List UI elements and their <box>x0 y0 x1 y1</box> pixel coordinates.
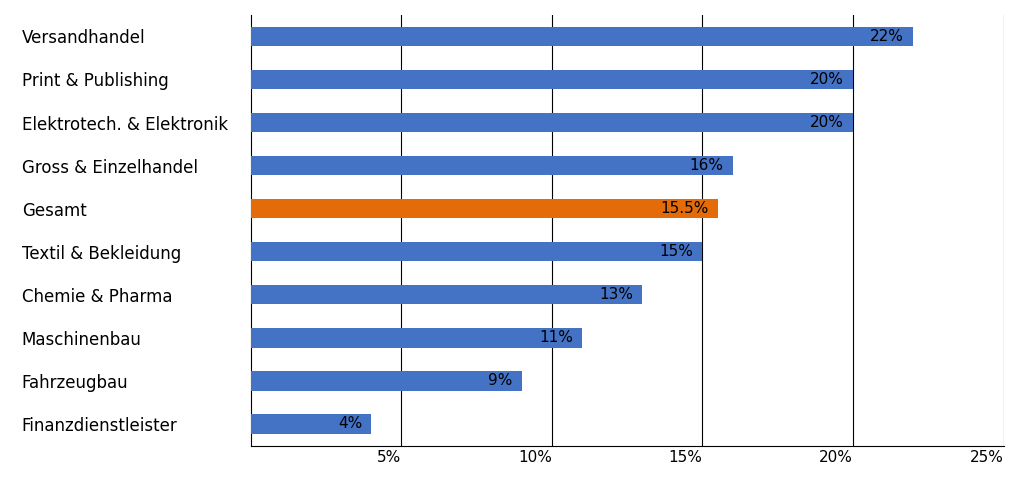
Text: 22%: 22% <box>870 29 904 44</box>
Text: 4%: 4% <box>338 416 362 432</box>
Text: 16%: 16% <box>689 158 724 173</box>
Text: 9%: 9% <box>488 373 513 389</box>
Bar <box>251 70 853 89</box>
Bar <box>251 242 702 261</box>
Text: 13%: 13% <box>599 287 633 302</box>
Text: 11%: 11% <box>539 330 573 346</box>
Bar <box>251 113 853 132</box>
Bar <box>251 414 372 434</box>
Bar <box>251 27 913 46</box>
Bar <box>251 199 718 218</box>
Bar <box>251 285 642 304</box>
Bar <box>251 328 582 347</box>
Bar <box>251 371 522 391</box>
Text: 15.5%: 15.5% <box>660 201 709 216</box>
Text: 15%: 15% <box>659 244 693 259</box>
Text: 20%: 20% <box>810 72 844 87</box>
Text: 20%: 20% <box>810 115 844 130</box>
Bar <box>251 156 732 175</box>
